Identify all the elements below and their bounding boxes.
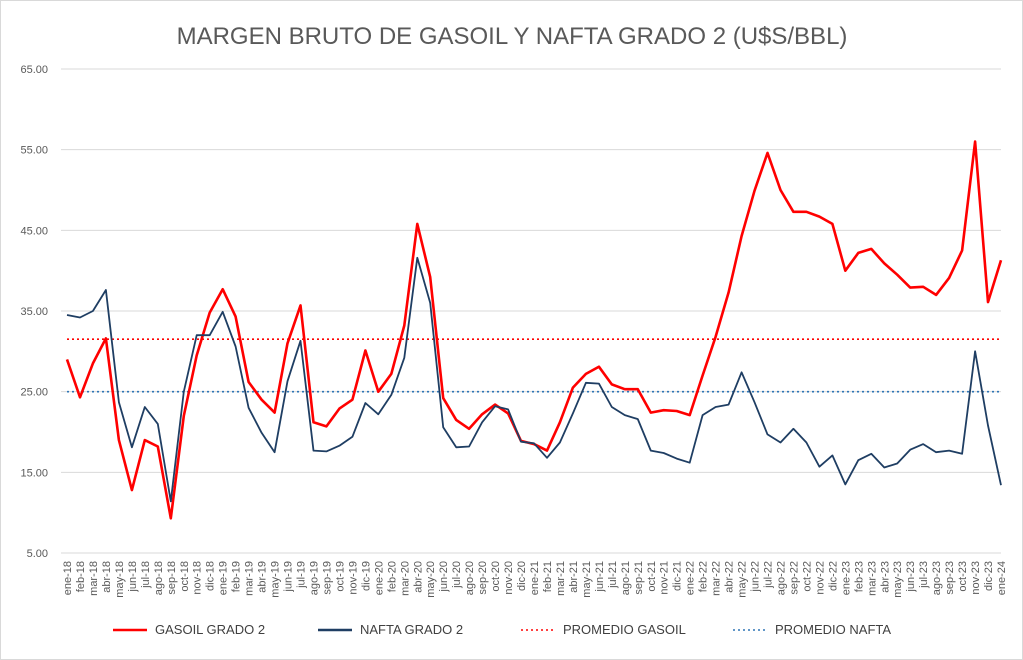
x-tick-label: ago-23 <box>931 561 943 595</box>
x-tick-label: sep-23 <box>944 561 956 595</box>
x-tick-label: nov-21 <box>659 561 671 595</box>
x-tick-label: ene-19 <box>218 561 230 595</box>
x-tick-label: abr-19 <box>257 561 269 593</box>
x-tick-label: ene-21 <box>529 561 541 595</box>
x-tick-label: abr-18 <box>101 561 113 593</box>
x-tick-label: jun-20 <box>438 561 450 593</box>
series-line-1 <box>66 256 1002 503</box>
x-tick-label: mar-20 <box>399 561 411 596</box>
x-tick-label: jul-19 <box>296 561 308 589</box>
x-tick-label: jun-22 <box>750 561 762 593</box>
x-tick-label: dic-23 <box>983 561 995 591</box>
x-tick-label: ene-18 <box>62 561 74 595</box>
x-tick-label: jul-20 <box>451 561 463 589</box>
x-tick-label: sep-19 <box>321 561 333 595</box>
x-tick-label: feb-18 <box>75 561 87 592</box>
x-tick-label: dic-20 <box>516 561 528 591</box>
y-tick-label: 15.00 <box>20 467 48 479</box>
x-tick-label: abr-20 <box>412 561 424 593</box>
x-tick-label: oct-22 <box>801 561 813 592</box>
x-tick-label: may-22 <box>737 561 749 598</box>
x-tick-label: jul-23 <box>918 561 930 589</box>
x-tick-label: dic-22 <box>827 561 839 591</box>
x-tick-label: ene-24 <box>996 561 1008 595</box>
x-tick-label: abr-22 <box>724 561 736 593</box>
x-tick-label: nov-18 <box>192 561 204 595</box>
x-tick-label: mar-22 <box>711 561 723 596</box>
legend-label: PROMEDIO GASOIL <box>563 622 686 637</box>
x-tick-label: may-19 <box>270 561 282 598</box>
x-tick-label: feb-20 <box>386 561 398 592</box>
x-axis-ticks: ene-18 feb-18 mar-18 abr-18 may-18 jun-18 jul-… <box>62 561 1008 598</box>
x-tick-label: nov-23 <box>970 561 982 595</box>
x-tick-label: ago-20 <box>464 561 476 595</box>
x-tick-label: oct-18 <box>179 561 191 592</box>
chart-title: MARGEN BRUTO DE GASOIL Y NAFTA GRADO 2 (… <box>177 23 848 50</box>
x-tick-label: oct-21 <box>646 561 658 592</box>
x-tick-label: mar-23 <box>866 561 878 596</box>
x-tick-label: sep-18 <box>166 561 178 595</box>
x-tick-label: abr-21 <box>568 561 580 593</box>
x-tick-label: ene-23 <box>840 561 852 595</box>
y-tick-label: 5.00 <box>27 548 48 560</box>
x-tick-label: abr-23 <box>879 561 891 593</box>
x-tick-label: sep-20 <box>477 561 489 595</box>
legend-label: PROMEDIO NAFTA <box>775 622 891 637</box>
x-tick-label: mar-19 <box>244 561 256 596</box>
legend: GASOIL GRADO 2 NAFTA GRADO 2 PROMEDIO GASO… <box>113 622 891 637</box>
x-tick-label: oct-20 <box>490 561 502 592</box>
x-tick-label: sep-22 <box>788 561 800 595</box>
x-tick-label: may-20 <box>425 561 437 598</box>
legend-label: GASOIL GRADO 2 <box>155 622 265 637</box>
x-tick-label: mar-18 <box>88 561 100 596</box>
legend-label: NAFTA GRADO 2 <box>360 622 463 637</box>
average-lines <box>67 338 1001 393</box>
x-tick-label: may-23 <box>892 561 904 598</box>
x-tick-label: nov-20 <box>503 561 515 595</box>
x-tick-label: feb-19 <box>231 561 243 592</box>
x-tick-label: jul-18 <box>140 561 152 589</box>
x-tick-label: ago-18 <box>153 561 165 595</box>
x-tick-label: ene-22 <box>685 561 697 595</box>
x-tick-label: feb-23 <box>853 561 865 592</box>
x-tick-label: oct-23 <box>957 561 969 592</box>
x-tick-label: ene-20 <box>373 561 385 595</box>
x-tick-label: jun-18 <box>127 561 139 593</box>
y-tick-label: 65.00 <box>20 64 48 76</box>
x-tick-label: jun-19 <box>283 561 295 593</box>
x-tick-label: feb-22 <box>698 561 710 592</box>
x-tick-label: may-21 <box>581 561 593 598</box>
y-tick-label: 55.00 <box>20 145 48 157</box>
y-axis-ticks: 5.00 15.00 25.00 35.00 45.00 55.00 65.00 <box>20 64 48 560</box>
y-tick-label: 45.00 <box>20 225 48 237</box>
gridlines <box>61 68 1001 554</box>
x-tick-label: jun-23 <box>905 561 917 593</box>
x-tick-label: ago-19 <box>308 561 320 595</box>
x-tick-label: sep-21 <box>633 561 645 595</box>
x-tick-label: dic-18 <box>205 561 217 591</box>
x-tick-label: jun-21 <box>594 561 606 593</box>
series-lines <box>65 140 1003 520</box>
x-tick-label: dic-19 <box>360 561 372 591</box>
x-tick-label: nov-22 <box>814 561 826 595</box>
x-tick-label: nov-19 <box>347 561 359 595</box>
x-tick-label: dic-21 <box>672 561 684 591</box>
x-tick-label: jul-22 <box>763 561 775 589</box>
series-line-0 <box>65 140 1003 520</box>
x-tick-label: may-18 <box>114 561 126 598</box>
x-tick-label: oct-19 <box>334 561 346 592</box>
x-tick-label: ago-22 <box>775 561 787 595</box>
x-tick-label: ago-21 <box>620 561 632 595</box>
x-tick-label: jul-21 <box>607 561 619 589</box>
y-tick-label: 25.00 <box>20 387 48 399</box>
x-tick-label: mar-21 <box>555 561 567 596</box>
y-tick-label: 35.00 <box>20 306 48 318</box>
x-tick-label: feb-21 <box>542 561 554 592</box>
